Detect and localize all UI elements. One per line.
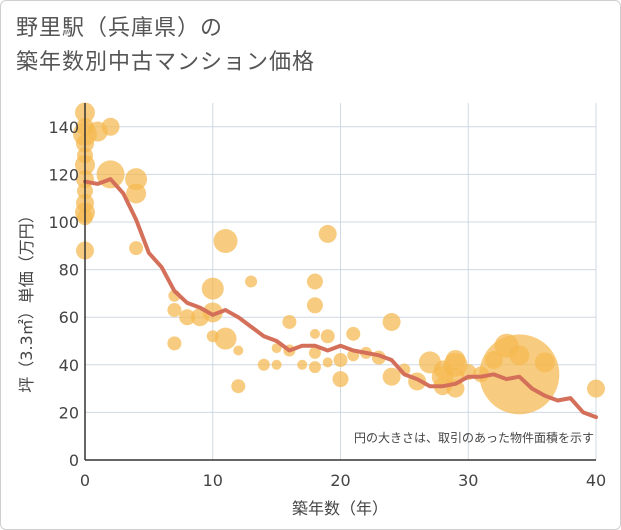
bubble [257, 358, 270, 371]
bubble [346, 326, 361, 341]
bubble [382, 312, 401, 331]
y-tick-label: 140 [48, 118, 79, 137]
chart-title-line-2: 築年数別中古マンション価格 [16, 50, 316, 75]
y-tick-label: 120 [48, 165, 79, 184]
axes: 0 10 20 30 40 0 20 40 60 80 100 120 140 [48, 103, 606, 490]
chart-title-line-1: 野里駅（兵庫県）の [16, 16, 224, 41]
y-tick-label: 80 [59, 261, 79, 280]
bubble [306, 273, 323, 290]
bubble [213, 229, 238, 254]
bubble [308, 361, 321, 374]
bubble [587, 379, 605, 398]
y-axis-label: 坪（3.3㎡）単価（万円） [17, 207, 36, 392]
bubble-size-note: 円の大きさは、取引のあった物件面積を示す [354, 430, 594, 445]
x-tick-label: 30 [458, 471, 478, 490]
bubble [282, 314, 297, 329]
bubble [534, 352, 555, 373]
bubble [231, 379, 246, 394]
bubble [332, 371, 349, 388]
bubble [214, 327, 237, 350]
bubble [322, 357, 333, 368]
bubble [382, 367, 401, 386]
bubble [202, 302, 223, 323]
x-tick-label: 20 [330, 471, 350, 490]
bubble [101, 117, 120, 136]
y-tick-label: 60 [59, 308, 79, 327]
x-tick-label: 0 [80, 471, 90, 490]
y-tick-label: 20 [59, 403, 79, 422]
bubble [271, 359, 282, 370]
bubble [306, 297, 323, 314]
bubble [129, 241, 144, 256]
bubble [271, 343, 282, 354]
bubble [318, 224, 337, 243]
y-tick-label: 0 [69, 451, 79, 470]
bubble [297, 359, 308, 370]
x-axis-label: 築年数（年） [292, 499, 388, 518]
bubble [126, 183, 147, 204]
x-tick-label: 10 [203, 471, 223, 490]
bubble [309, 328, 320, 339]
chart-title: 野里駅（兵庫県）の 築年数別中古マンション価格 [16, 12, 315, 80]
bubble [308, 346, 321, 359]
bubble [333, 353, 348, 368]
y-tick-label: 100 [48, 213, 79, 232]
bubble [179, 309, 196, 326]
average-price-line [83, 177, 598, 420]
bubble [167, 336, 182, 351]
y-tick-label: 40 [59, 356, 79, 375]
bubble [167, 303, 182, 318]
bubble [201, 277, 224, 300]
bubble [245, 275, 258, 288]
bubble [125, 168, 148, 191]
x-tick-label: 40 [586, 471, 606, 490]
bubble [320, 329, 335, 344]
bubble [233, 345, 244, 356]
